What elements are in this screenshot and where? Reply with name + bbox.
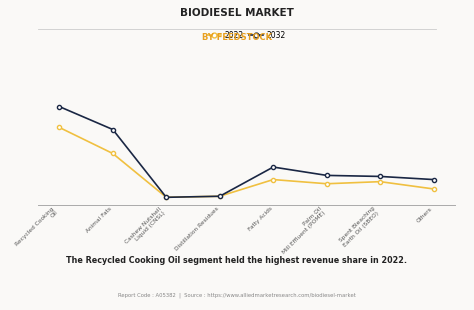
Text: BY FEEDSTOCK: BY FEEDSTOCK <box>202 33 272 42</box>
Text: The Recycled Cooking Oil segment held the highest revenue share in 2022.: The Recycled Cooking Oil segment held th… <box>66 256 408 265</box>
Text: BIODIESEL MARKET: BIODIESEL MARKET <box>180 8 294 18</box>
Legend: 2022, 2032: 2022, 2032 <box>204 28 289 43</box>
Text: Report Code : A05382  |  Source : https://www.alliedmarketresearch.com/biodiesel: Report Code : A05382 | Source : https://… <box>118 293 356 299</box>
